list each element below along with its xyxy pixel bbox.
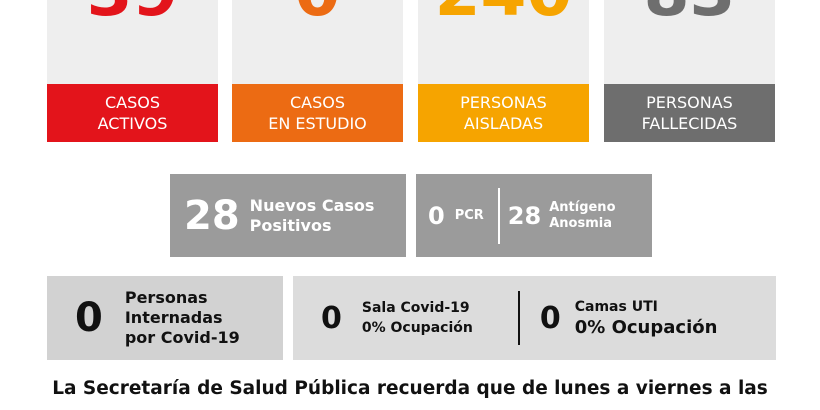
label-line: Positivos [249, 215, 332, 235]
summary-card: 240 PERSONAS AISLADAS [418, 0, 589, 142]
footer-text: La Secretaría de Salud Pública recuerda … [52, 378, 768, 399]
card-number: 0 [232, 0, 403, 26]
card-number: 240 [418, 0, 589, 26]
occupancy-label: Camas UTI 0% Ocupación [575, 297, 718, 339]
card-label: CASOS EN ESTUDIO [232, 84, 403, 142]
new-cases-box: 28 Nuevos Casos Positivos [170, 174, 406, 257]
card-label: PERSONAS AISLADAS [418, 84, 589, 142]
test-number: 0 [428, 201, 445, 230]
new-cases-number: 28 [184, 192, 240, 239]
summary-card: 83 PERSONAS FALLECIDAS [604, 0, 775, 142]
label-line: 0% Ocupación [361, 320, 473, 336]
occupancy-box: 0 Sala Covid-19 0% Ocupación 0 Camas UTI… [293, 276, 776, 360]
card-label: CASOS ACTIVOS [47, 84, 218, 142]
test-label: PCR [454, 208, 484, 223]
card-label: PERSONAS FALLECIDAS [604, 84, 775, 142]
occupancy-label: Sala Covid-19 0% Ocupación [362, 298, 512, 338]
label-line: Antígeno [549, 199, 616, 215]
test-number: 28 [507, 201, 542, 230]
label-line: por Covid-19 [124, 328, 240, 347]
label-line: Personas [124, 288, 208, 307]
card-number: 39 [47, 0, 218, 26]
label-line: 0% Ocupación [574, 317, 718, 338]
summary-card: 0 CASOS EN ESTUDIO [232, 0, 403, 142]
occupancy-number: 0 [539, 300, 561, 336]
label-line: ACTIVOS [97, 114, 168, 133]
label-line: PERSONAS [646, 93, 733, 112]
label-line: FALLECIDAS [641, 114, 738, 133]
label-line: Nuevos Casos [249, 195, 375, 215]
label-line: PERSONAS [460, 93, 547, 112]
hospitalized-box: 0 Personas Internadas por Covid-19 [47, 276, 283, 360]
card-number: 83 [604, 0, 775, 26]
hospitalized-number: 0 [75, 295, 103, 341]
new-cases-label: Nuevos Casos Positivos [250, 196, 375, 236]
divider [497, 187, 500, 244]
card-top: 39 [47, 0, 218, 84]
hospitalized-label: Personas Internadas por Covid-19 [125, 288, 240, 348]
label-line: Camas UTI [574, 299, 658, 315]
card-top: 240 [418, 0, 589, 84]
label-line: Internadas [124, 308, 223, 327]
label-line: CASOS [104, 93, 161, 112]
occupancy-number: 0 [321, 300, 342, 336]
label-line: CASOS [289, 93, 346, 112]
card-top: 83 [604, 0, 775, 84]
label-line: Anosmia [549, 215, 612, 231]
test-label: Antígeno Anosmia [549, 200, 615, 232]
divider [517, 291, 520, 345]
tests-box: 0 PCR 28 Antígeno Anosmia [416, 174, 652, 257]
summary-card: 39 CASOS ACTIVOS [47, 0, 218, 142]
label-line: Sala Covid-19 [361, 300, 470, 316]
card-top: 0 [232, 0, 403, 84]
label-line: EN ESTUDIO [268, 114, 367, 133]
label-line: AISLADAS [463, 114, 544, 133]
